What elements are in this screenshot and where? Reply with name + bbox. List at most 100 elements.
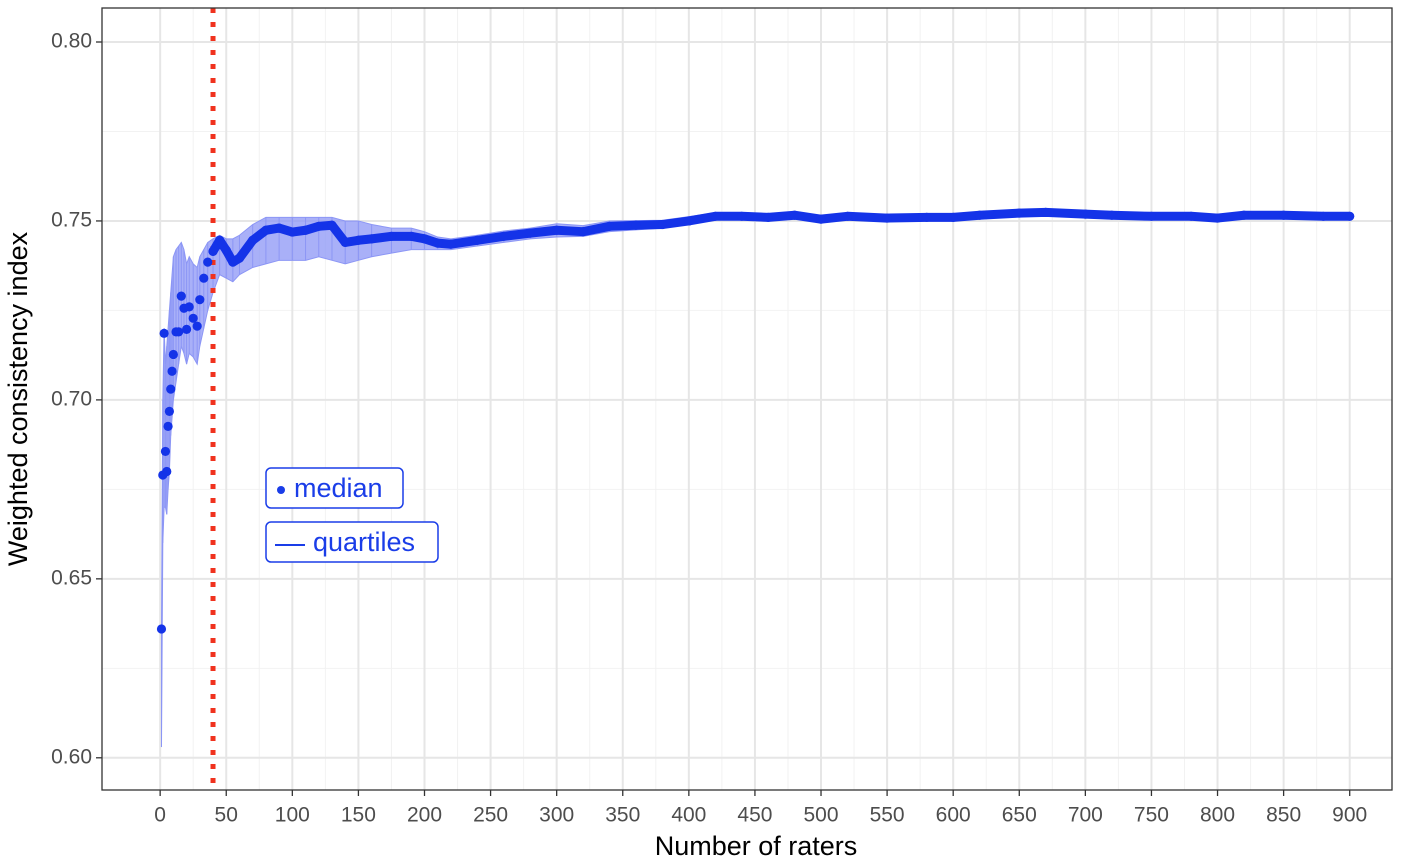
median-point <box>164 406 175 416</box>
median-point <box>472 235 482 245</box>
median-point <box>684 216 694 226</box>
median-point <box>168 349 178 360</box>
legend-label: quartiles <box>313 527 415 557</box>
median-point <box>552 225 562 235</box>
median-point <box>789 210 800 220</box>
y-tick-label: 0.70 <box>51 387 92 410</box>
median-point <box>188 313 198 323</box>
y-axis-title: Weighted consistency index <box>3 231 33 566</box>
median-point <box>167 366 177 376</box>
median-point <box>1014 208 1024 218</box>
x-tick-label: 650 <box>1002 804 1037 827</box>
median-point <box>499 231 509 241</box>
median-point <box>419 234 430 244</box>
median-point <box>1080 209 1090 219</box>
median-point <box>578 227 588 237</box>
median-point <box>525 228 535 238</box>
x-tick-label: 550 <box>870 804 905 827</box>
median-point <box>1186 211 1196 221</box>
median-point <box>842 211 853 221</box>
legend-label: median <box>294 473 383 503</box>
median-point <box>882 213 892 223</box>
median-point <box>160 446 171 457</box>
median-point <box>1239 210 1249 220</box>
median-point <box>657 219 668 230</box>
median-point <box>710 211 720 221</box>
median-point <box>314 221 324 231</box>
annotation-quartiles: quartiles <box>265 521 439 563</box>
median-point <box>287 227 297 237</box>
median-point <box>274 223 284 233</box>
median-point <box>195 295 205 305</box>
x-tick-label: 350 <box>605 804 640 827</box>
x-tick-label: 250 <box>473 804 508 827</box>
annotation-median: median <box>265 467 404 509</box>
legend-symbol <box>277 486 285 494</box>
annotation-box <box>265 521 439 563</box>
median-point <box>300 225 311 235</box>
median-point <box>184 302 194 312</box>
median-point <box>948 212 958 222</box>
median-point <box>176 291 186 301</box>
median-point <box>163 421 173 431</box>
median-point <box>1279 210 1289 220</box>
x-tick-label: 450 <box>737 804 772 827</box>
median-point <box>604 221 615 231</box>
median-point <box>631 220 641 230</box>
median-point <box>340 237 350 248</box>
median-point <box>208 246 218 256</box>
median-point <box>446 239 456 249</box>
y-tick-label: 0.80 <box>51 30 92 53</box>
median-point <box>261 225 271 235</box>
median-point <box>1146 211 1157 221</box>
median-point <box>215 235 225 245</box>
x-axis-title: Number of raters <box>655 831 858 861</box>
median-point <box>174 327 184 337</box>
median-point <box>1345 211 1355 221</box>
x-tick-label: 50 <box>215 804 238 827</box>
median-point <box>433 238 443 248</box>
median-point <box>199 273 209 283</box>
median-point <box>816 214 826 224</box>
x-tick-label: 750 <box>1134 804 1169 827</box>
y-tick-label: 0.75 <box>51 208 92 231</box>
x-tick-label: 0 <box>154 804 166 827</box>
annotation-box <box>265 467 404 509</box>
median-point <box>166 384 176 394</box>
y-tick-label: 0.65 <box>51 566 92 589</box>
median-point <box>737 211 747 221</box>
median-point <box>367 234 377 244</box>
plot-border <box>101 7 1393 791</box>
median-point <box>975 210 985 220</box>
x-tick-label: 400 <box>671 804 706 827</box>
median-point <box>353 235 364 245</box>
x-tick-label: 200 <box>407 804 442 827</box>
median-point <box>922 212 932 222</box>
median-point <box>234 253 245 263</box>
x-tick-label: 850 <box>1266 804 1301 827</box>
median-point <box>156 624 167 634</box>
x-tick-label: 150 <box>341 804 376 827</box>
x-tick-label: 600 <box>936 804 971 827</box>
x-tick-label: 800 <box>1200 804 1235 827</box>
x-tick-label: 100 <box>275 804 310 827</box>
median-point <box>192 321 202 331</box>
median-point <box>181 324 192 334</box>
median-point <box>159 328 169 338</box>
median-point <box>1041 207 1051 217</box>
median-point <box>221 245 231 255</box>
median-point <box>386 231 397 241</box>
median-point <box>248 235 258 245</box>
median-point <box>203 257 213 267</box>
median-point <box>763 212 773 222</box>
y-tick-label: 0.60 <box>51 745 92 768</box>
median-point <box>1318 211 1328 221</box>
median-point <box>327 220 337 230</box>
median-point <box>1107 210 1117 220</box>
median-point <box>162 466 172 477</box>
median-point <box>406 231 416 241</box>
x-tick-label: 500 <box>803 804 838 827</box>
x-tick-label: 300 <box>539 804 574 827</box>
median-point <box>228 257 238 267</box>
